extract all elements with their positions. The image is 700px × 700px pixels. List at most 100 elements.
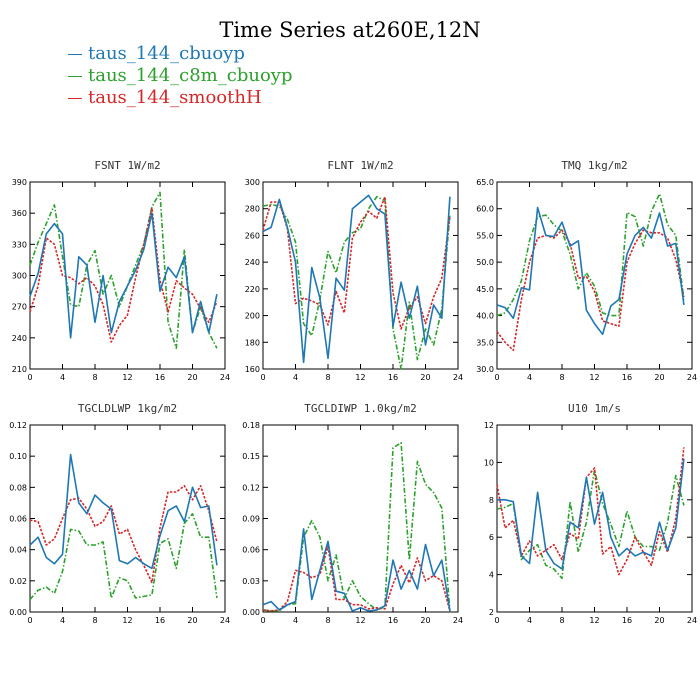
y-tick-label: 10 (484, 458, 494, 467)
y-tick-label: 300 (245, 178, 260, 187)
y-tick-label: 240 (12, 334, 27, 343)
y-tick-label: 4 (489, 571, 494, 580)
plot-frame (29, 181, 226, 370)
x-tick-label: 24 (220, 373, 230, 382)
y-tick-label: 330 (12, 240, 27, 249)
chart-panel: TMQ 1kg/m2 30.0 35.0 40.0 45.0 50.0 55.0 60.0 65… (476, 159, 697, 382)
x-tick-label: 20 (420, 616, 430, 625)
y-tick-label: 60.0 (476, 205, 494, 214)
y-tick-label: 280 (245, 205, 260, 214)
x-tick-label: 12 (355, 373, 365, 382)
y-tick-label: 35.0 (476, 338, 494, 347)
series-line (262, 194, 451, 364)
x-tick-label: 12 (355, 616, 365, 625)
y-tick-label: 200 (245, 312, 260, 321)
y-tick-label: 8 (489, 496, 494, 505)
series-line (496, 206, 685, 336)
series-line (29, 512, 218, 601)
x-tick-label: 24 (453, 373, 463, 382)
y-tick-label: 55.0 (476, 231, 494, 240)
y-tick-label: 0.06 (9, 515, 27, 524)
y-tick-label: 260 (245, 231, 260, 240)
x-tick-label: 24 (453, 616, 463, 625)
series-line (496, 469, 685, 580)
chart-title: TMQ 1kg/m2 (561, 159, 627, 172)
chart-panel: FLNT 1W/m2 160 180 200 220 240 260 280 300 0 4 8 12 1… (245, 159, 463, 382)
y-tick-label: 12 (484, 421, 494, 430)
y-tick-label: 160 (245, 365, 260, 374)
series-line (29, 207, 218, 343)
y-tick-label: 50.0 (476, 258, 494, 267)
chart-panel: FSNT 1W/m2 210 240 270 300 330 360 390 0 4 8 12 16 20… (12, 159, 230, 382)
y-tick-label: 30.0 (476, 365, 494, 374)
legend-label: taus_144_cbuoyp (88, 43, 245, 64)
y-tick-label: 0.02 (9, 577, 27, 586)
x-tick-label: 4 (60, 616, 65, 625)
y-tick-label: 390 (12, 178, 27, 187)
x-tick-label: 0 (27, 373, 32, 382)
x-tick-label: 16 (622, 373, 632, 382)
legend-item-smoothh: taus_144_smoothH (68, 87, 292, 109)
y-tick-label: 0.12 (242, 483, 260, 492)
y-tick-label: 0.15 (242, 452, 260, 461)
x-tick-label: 16 (388, 616, 398, 625)
x-tick-label: 20 (654, 616, 664, 625)
x-tick-label: 20 (654, 373, 664, 382)
x-tick-label: 20 (420, 373, 430, 382)
legend-item-cbuoyp: taus_144_cbuoyp (68, 43, 292, 65)
x-tick-label: 4 (60, 373, 65, 382)
y-tick-label: 2 (489, 608, 494, 617)
series-line (29, 191, 218, 350)
y-tick-label: 180 (245, 338, 260, 347)
legend-label: taus_144_smoothH (88, 87, 262, 108)
x-tick-label: 0 (27, 616, 32, 625)
x-tick-label: 24 (687, 616, 697, 625)
y-tick-label: 240 (245, 258, 260, 267)
series-line (262, 528, 451, 612)
chart-title: FSNT 1W/m2 (94, 159, 160, 172)
legend-swatch (68, 97, 82, 99)
x-tick-label: 4 (527, 616, 532, 625)
y-tick-label: 220 (245, 285, 260, 294)
legend-item-c8m-cbuoyp: taus_144_c8m_cbuoyp (68, 65, 292, 87)
x-tick-label: 12 (589, 616, 599, 625)
y-tick-label: 360 (12, 209, 27, 218)
x-tick-label: 0 (494, 373, 499, 382)
y-tick-label: 45.0 (476, 285, 494, 294)
y-tick-label: 0.18 (242, 421, 260, 430)
x-tick-label: 16 (155, 373, 165, 382)
x-tick-label: 4 (527, 373, 532, 382)
series-line (496, 229, 685, 352)
series-line (262, 545, 451, 612)
x-tick-label: 16 (155, 616, 165, 625)
legend-swatch (68, 75, 82, 77)
y-tick-label: 0.03 (242, 577, 260, 586)
x-tick-label: 4 (293, 373, 298, 382)
y-tick-label: 0.09 (242, 515, 260, 524)
y-tick-label: 6 (489, 533, 494, 542)
y-tick-label: 0.00 (242, 608, 260, 617)
x-tick-label: 20 (187, 373, 197, 382)
x-tick-label: 8 (325, 373, 330, 382)
y-tick-label: 65.0 (476, 178, 494, 187)
x-tick-label: 4 (293, 616, 298, 625)
chart-title: FLNT 1W/m2 (327, 159, 393, 172)
y-tick-label: 0.12 (9, 421, 27, 430)
x-tick-label: 12 (122, 616, 132, 625)
plot-frame (29, 424, 226, 613)
chart-title: U10 1m/s (568, 402, 621, 415)
y-tick-label: 270 (12, 303, 27, 312)
x-tick-label: 24 (220, 616, 230, 625)
legend-label: taus_144_c8m_cbuoyp (88, 65, 293, 86)
y-tick-label: 40.0 (476, 312, 494, 321)
series-line (29, 212, 218, 339)
x-tick-label: 8 (92, 616, 97, 625)
series-line (262, 441, 451, 612)
series-line (496, 447, 685, 576)
y-tick-label: 0.10 (9, 452, 27, 461)
x-tick-label: 8 (325, 616, 330, 625)
legend-swatch (68, 53, 82, 55)
series-line (29, 484, 218, 584)
